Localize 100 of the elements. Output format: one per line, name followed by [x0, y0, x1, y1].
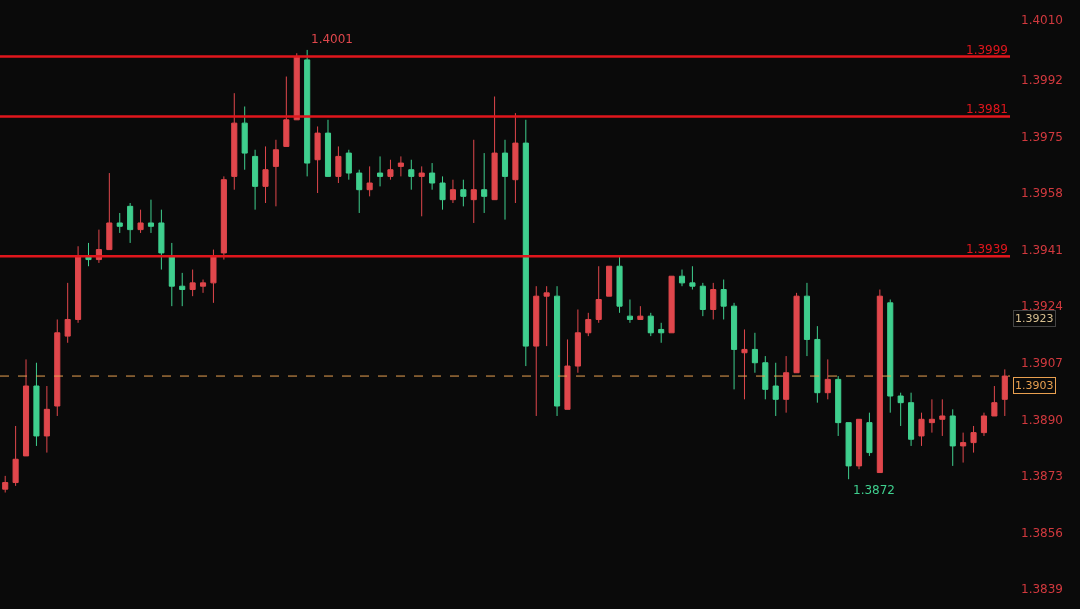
- candlestick: [22, 358, 30, 457]
- candlestick: [689, 265, 696, 291]
- candlestick: [845, 422, 852, 480]
- candlestick: [970, 425, 977, 454]
- candlestick: [387, 159, 394, 181]
- candlestick: [835, 375, 842, 437]
- candlestick: [12, 425, 19, 487]
- y-tick-label: 1.3890: [1021, 412, 1063, 427]
- candlestick: [189, 269, 196, 297]
- candlestick: [199, 279, 207, 294]
- candlestick: [252, 149, 259, 211]
- y-tick-label: 1.3924: [1021, 299, 1063, 314]
- ref-line-label: 1.3903: [1015, 379, 1054, 392]
- candlestick: [731, 302, 738, 390]
- y-tick-label: 1.3856: [1021, 525, 1063, 540]
- candlestick: [64, 282, 71, 344]
- candlestick: [397, 155, 404, 177]
- y-tick-label: 1.3992: [1021, 73, 1063, 88]
- candlestick: [345, 149, 352, 181]
- ref-line-label: 1.3981: [966, 102, 1008, 116]
- candlestick: [606, 265, 613, 297]
- candlestick: [991, 385, 998, 417]
- candlestick: [668, 275, 675, 334]
- candlestick: [554, 285, 561, 417]
- candlestick: [43, 385, 50, 454]
- candlestick: [741, 328, 748, 400]
- candlestick: [439, 175, 446, 211]
- candlestick: [137, 209, 144, 234]
- y-tick-label: 1.4010: [1021, 13, 1063, 28]
- candlestick: [939, 398, 946, 437]
- candlestick: [449, 179, 456, 204]
- candlestick: [751, 332, 758, 374]
- candlestick: [522, 119, 529, 367]
- candlestick: [647, 312, 654, 337]
- candlestick: [106, 172, 113, 251]
- text: 1.3923: [1015, 312, 1054, 325]
- candlestick: [179, 272, 186, 307]
- candlestick: [543, 285, 550, 347]
- candlestick: [324, 119, 332, 177]
- candlestick: [158, 209, 165, 271]
- y-tick-label: 1.3907: [1021, 355, 1063, 370]
- candlestick: [272, 139, 279, 207]
- y-tick-label: 1.3839: [1021, 582, 1063, 597]
- candlestick: [460, 179, 467, 207]
- candlestick: [793, 292, 800, 374]
- y-tick-label: 1.3941: [1021, 242, 1063, 257]
- candlestick: [168, 242, 175, 307]
- candlestick: [699, 282, 706, 317]
- candlestick: [293, 52, 300, 121]
- candlestick: [918, 412, 925, 447]
- candlestick: [127, 202, 134, 244]
- candlestick: [960, 432, 967, 464]
- candlestick: [720, 279, 727, 320]
- candlestick: [147, 199, 155, 234]
- candlestick: [574, 308, 581, 374]
- annotation: 1.4001: [311, 32, 353, 46]
- y-tick-label: 1.3873: [1021, 469, 1063, 484]
- candlestick: [876, 289, 883, 474]
- candlestick: [824, 358, 831, 400]
- candlestick: [366, 165, 373, 197]
- candlestick: [564, 338, 571, 410]
- candlestick: [897, 392, 904, 427]
- candlestick: [418, 165, 425, 217]
- candlestick: [210, 249, 217, 304]
- candlestick: [377, 155, 384, 187]
- ref-line-label: 1.3939: [966, 242, 1008, 256]
- candlestick: [710, 282, 717, 320]
- candlestick: [658, 322, 665, 344]
- candlestick: [678, 269, 686, 287]
- candlestick: [512, 112, 519, 204]
- candlestick: [220, 175, 227, 261]
- candlestick: [855, 418, 863, 470]
- candlestick: [33, 362, 40, 447]
- candlestick: [595, 265, 602, 324]
- candlestick: [533, 285, 540, 417]
- candlestick: [283, 76, 290, 147]
- candlestick: [314, 125, 321, 194]
- candlestick: [1001, 368, 1008, 417]
- candlestick: [501, 139, 509, 221]
- candlestick: [470, 139, 477, 224]
- candlestick: [928, 398, 935, 434]
- candlestick: [585, 312, 592, 337]
- candlestick: [231, 92, 238, 191]
- candlestick: [814, 325, 821, 404]
- candlestick: [908, 392, 915, 447]
- candlestick: [887, 299, 894, 414]
- candlestick: [949, 408, 956, 467]
- candlestick: [408, 159, 415, 191]
- y-tick-label: 1.3975: [1021, 129, 1063, 144]
- candlestick: [481, 152, 488, 214]
- candlestick: [866, 412, 873, 457]
- candlestick: [304, 49, 311, 177]
- candlestick: [762, 355, 769, 400]
- ref-line-label: 1.3999: [966, 43, 1008, 57]
- candlestick: [803, 282, 811, 357]
- candlestick: [626, 299, 633, 324]
- candlestick: [116, 212, 123, 234]
- candlestick: [637, 305, 644, 320]
- annotation: 1.3872: [853, 483, 895, 497]
- candlestick: [980, 412, 988, 437]
